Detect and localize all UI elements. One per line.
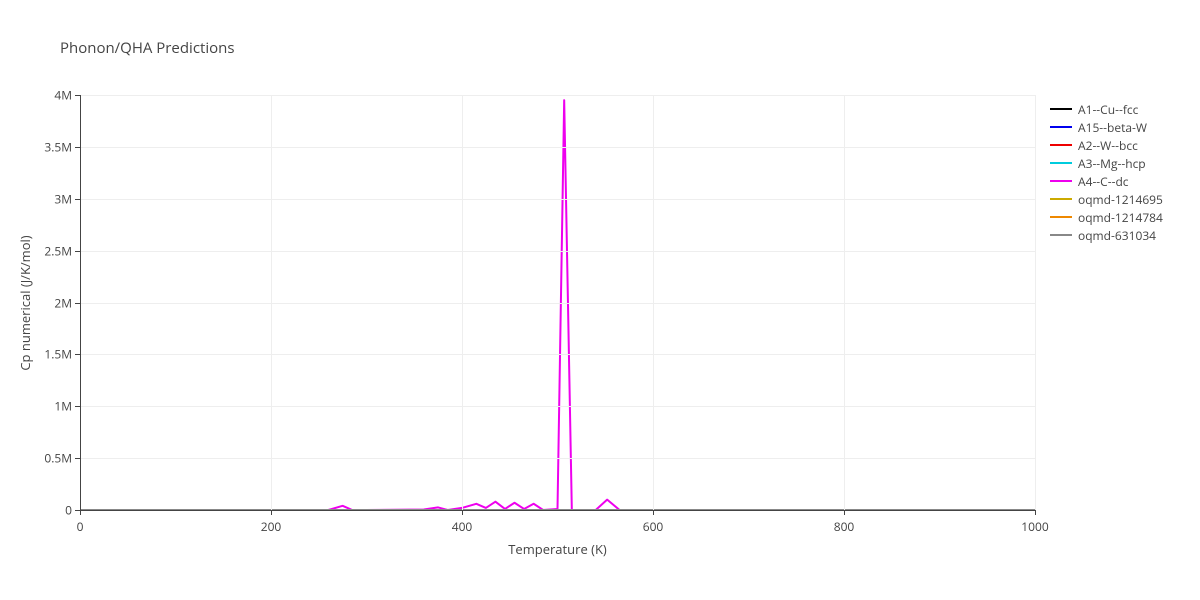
y-grid-line bbox=[80, 147, 1035, 148]
x-tick-label: 600 bbox=[643, 518, 664, 535]
series-line[interactable] bbox=[80, 100, 1035, 510]
x-grid-line bbox=[1035, 95, 1036, 510]
x-axis-line bbox=[80, 510, 1035, 511]
y-grid-line bbox=[80, 199, 1035, 200]
legend-swatch bbox=[1050, 144, 1072, 146]
legend: A1--Cu--fccA15--beta-WA2--W--bccA3--Mg--… bbox=[1050, 100, 1163, 244]
legend-label: oqmd-631034 bbox=[1078, 227, 1156, 244]
x-tick-label: 1000 bbox=[1021, 518, 1048, 535]
legend-label: A4--C--dc bbox=[1078, 173, 1129, 190]
x-tick-label: 200 bbox=[261, 518, 282, 535]
y-tick-label: 1.5M bbox=[44, 346, 72, 363]
legend-swatch bbox=[1050, 180, 1072, 182]
legend-item[interactable]: oqmd-1214784 bbox=[1050, 208, 1163, 226]
legend-swatch bbox=[1050, 198, 1072, 200]
y-grid-line bbox=[80, 406, 1035, 407]
legend-swatch bbox=[1050, 162, 1072, 164]
y-tick-label: 2.5M bbox=[44, 242, 72, 259]
legend-label: A1--Cu--fcc bbox=[1078, 101, 1138, 118]
y-tick-label: 3.5M bbox=[44, 138, 72, 155]
y-tick-label: 0.5M bbox=[44, 450, 72, 467]
legend-item[interactable]: A15--beta-W bbox=[1050, 118, 1163, 136]
x-tick-label: 0 bbox=[77, 518, 84, 535]
legend-swatch bbox=[1050, 234, 1072, 236]
y-axis-title: Cp numerical (J/K/mol) bbox=[16, 235, 34, 370]
y-tick-label: 2M bbox=[54, 294, 72, 311]
y-grid-line bbox=[80, 95, 1035, 96]
legend-label: A2--W--bcc bbox=[1078, 137, 1138, 154]
legend-item[interactable]: oqmd-1214695 bbox=[1050, 190, 1163, 208]
legend-item[interactable]: A3--Mg--hcp bbox=[1050, 154, 1163, 172]
x-tick-label: 400 bbox=[452, 518, 473, 535]
y-grid-line bbox=[80, 458, 1035, 459]
y-grid-line bbox=[80, 251, 1035, 252]
chart-title: Phonon/QHA Predictions bbox=[60, 38, 235, 58]
legend-swatch bbox=[1050, 108, 1072, 110]
chart-container: Phonon/QHA Predictions Temperature (K) C… bbox=[0, 0, 1200, 600]
legend-item[interactable]: oqmd-631034 bbox=[1050, 226, 1163, 244]
y-tick-label: 1M bbox=[54, 398, 72, 415]
legend-label: oqmd-1214784 bbox=[1078, 209, 1163, 226]
y-grid-line bbox=[80, 354, 1035, 355]
y-grid-line bbox=[80, 303, 1035, 304]
x-tick-label: 800 bbox=[834, 518, 855, 535]
y-tick-label: 3M bbox=[54, 190, 72, 207]
legend-item[interactable]: A1--Cu--fcc bbox=[1050, 100, 1163, 118]
legend-label: A3--Mg--hcp bbox=[1078, 155, 1146, 172]
legend-swatch bbox=[1050, 126, 1072, 128]
legend-item[interactable]: A2--W--bcc bbox=[1050, 136, 1163, 154]
legend-item[interactable]: A4--C--dc bbox=[1050, 172, 1163, 190]
legend-label: oqmd-1214695 bbox=[1078, 191, 1163, 208]
x-axis-title: Temperature (K) bbox=[508, 540, 607, 558]
x-tick bbox=[1035, 510, 1036, 515]
legend-label: A15--beta-W bbox=[1078, 119, 1147, 136]
y-axis-line bbox=[80, 95, 81, 510]
y-tick-label: 0 bbox=[65, 502, 72, 519]
legend-swatch bbox=[1050, 216, 1072, 218]
y-tick-label: 4M bbox=[54, 87, 72, 104]
